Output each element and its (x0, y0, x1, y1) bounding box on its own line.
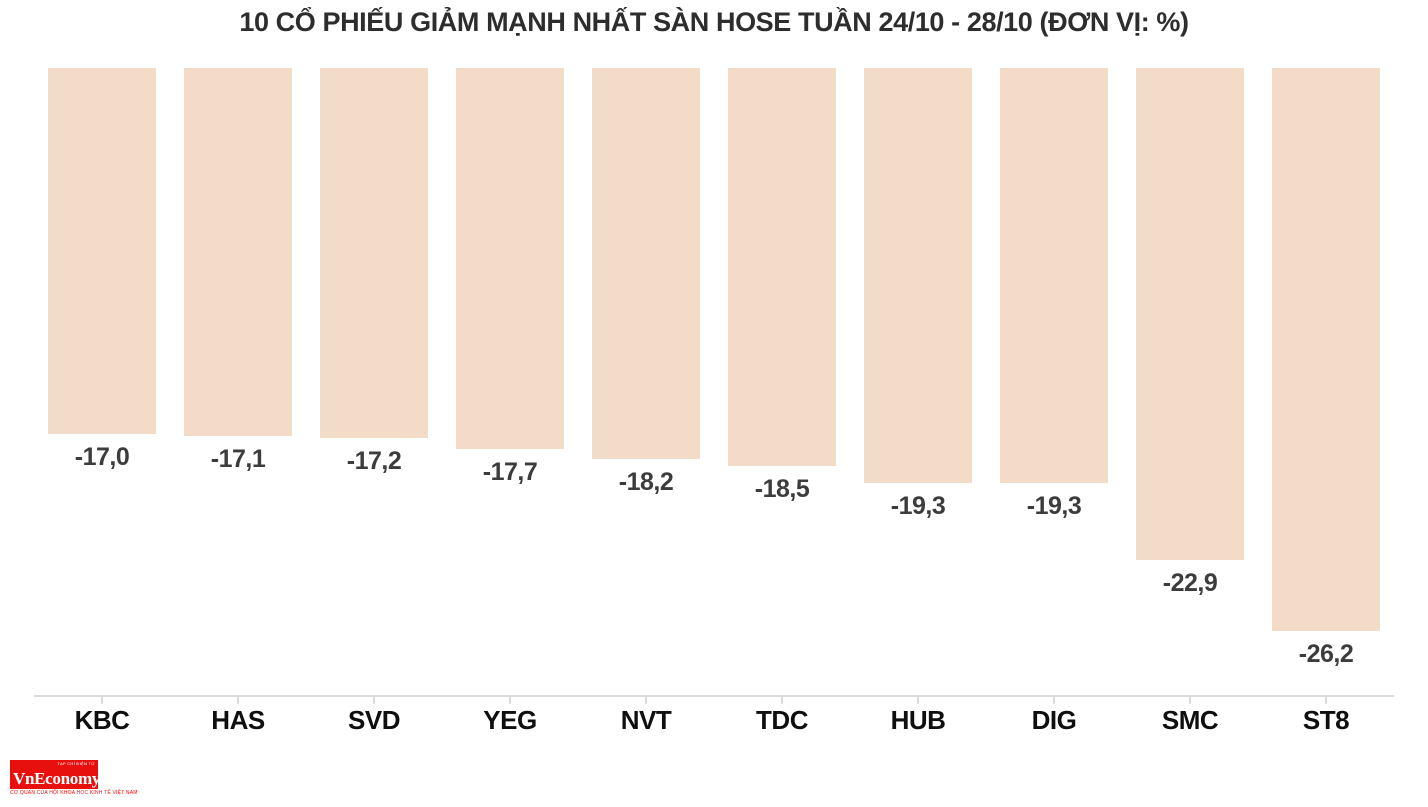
bar-value-label: -17,0 (74, 443, 130, 471)
bar-value-label: -19,3 (1026, 492, 1082, 520)
logo-tagline-top: TẠP CHÍ ĐIỆN TỬ (57, 761, 95, 766)
category-label: TDC (756, 705, 808, 735)
bar (864, 68, 972, 483)
axis-tick (1325, 696, 1327, 704)
axis-tick (101, 696, 103, 704)
bar (184, 68, 292, 436)
category-label: ST8 (1302, 705, 1350, 735)
axis-tick (509, 696, 511, 704)
x-axis-line (34, 695, 1394, 697)
axis-tick (373, 696, 375, 704)
bar (1136, 68, 1244, 560)
bar-value-label: -17,1 (210, 445, 266, 473)
vneconomy-logo-box: TẠP CHÍ ĐIỆN TỬ VnEconomy (10, 760, 101, 789)
category-label: SMC (1161, 705, 1219, 735)
bar (728, 68, 836, 466)
bar-column: -17,2 (306, 68, 442, 667)
category-label: NVT (620, 705, 672, 735)
bar-column: -17,1 (170, 68, 306, 667)
axis-tick (1189, 696, 1191, 704)
bar-column: -19,3 (850, 68, 986, 667)
category-label: YEG (483, 705, 537, 735)
bar-value-label: -17,7 (482, 458, 538, 486)
bar (456, 68, 564, 449)
bar-column: -26,2 (1258, 68, 1394, 667)
logo-tagline-bottom: CƠ QUAN CỦA HỘI KHOA HỌC KINH TẾ VIỆT NA… (10, 790, 138, 796)
bar-column: -17,7 (442, 68, 578, 667)
bar (592, 68, 700, 459)
bar-column: -22,9 (1122, 68, 1258, 667)
bar-column: -19,3 (986, 68, 1122, 667)
bar-value-label: -17,2 (346, 447, 402, 475)
vneconomy-logo: TẠP CHÍ ĐIỆN TỬ VnEconomy CƠ QUAN CỦA HỘ… (10, 760, 138, 796)
bar (48, 68, 156, 434)
bar-value-label: -22,9 (1162, 569, 1218, 597)
category-axis: KBC HAS SVD YEG NVT TDC HUB DIG SMC ST8 (34, 706, 1394, 735)
axis-tick (237, 696, 239, 704)
bars-row: -17,0 -17,1 -17,2 -17,7 -18,2 -18,5 -19,3 -19,3… (34, 68, 1394, 667)
bar-column: -17,0 (34, 68, 170, 667)
bar (320, 68, 428, 438)
bar-value-label: -18,2 (618, 468, 674, 496)
axis-tick (1053, 696, 1055, 704)
logo-wordmark: VnEconomy (13, 769, 101, 788)
category-label: KBC (74, 705, 130, 735)
category-label: DIG (1031, 705, 1077, 735)
chart-title: 10 CỔ PHIẾU GIẢM MẠNH NHẤT SÀN HOSE TUẦN… (239, 7, 1189, 37)
bar-column: -18,2 (578, 68, 714, 667)
axis-tick (645, 696, 647, 704)
axis-tick (781, 696, 783, 704)
bar-column: -18,5 (714, 68, 850, 667)
bar-value-label: -26,2 (1298, 640, 1354, 668)
bar-value-label: -18,5 (754, 475, 810, 503)
category-label: HAS (211, 705, 265, 735)
axis-tick (917, 696, 919, 704)
bar (1000, 68, 1108, 483)
bar-value-label: -19,3 (890, 492, 946, 520)
category-label: SVD (348, 705, 400, 735)
category-label: HUB (890, 705, 946, 735)
bar (1272, 68, 1380, 631)
